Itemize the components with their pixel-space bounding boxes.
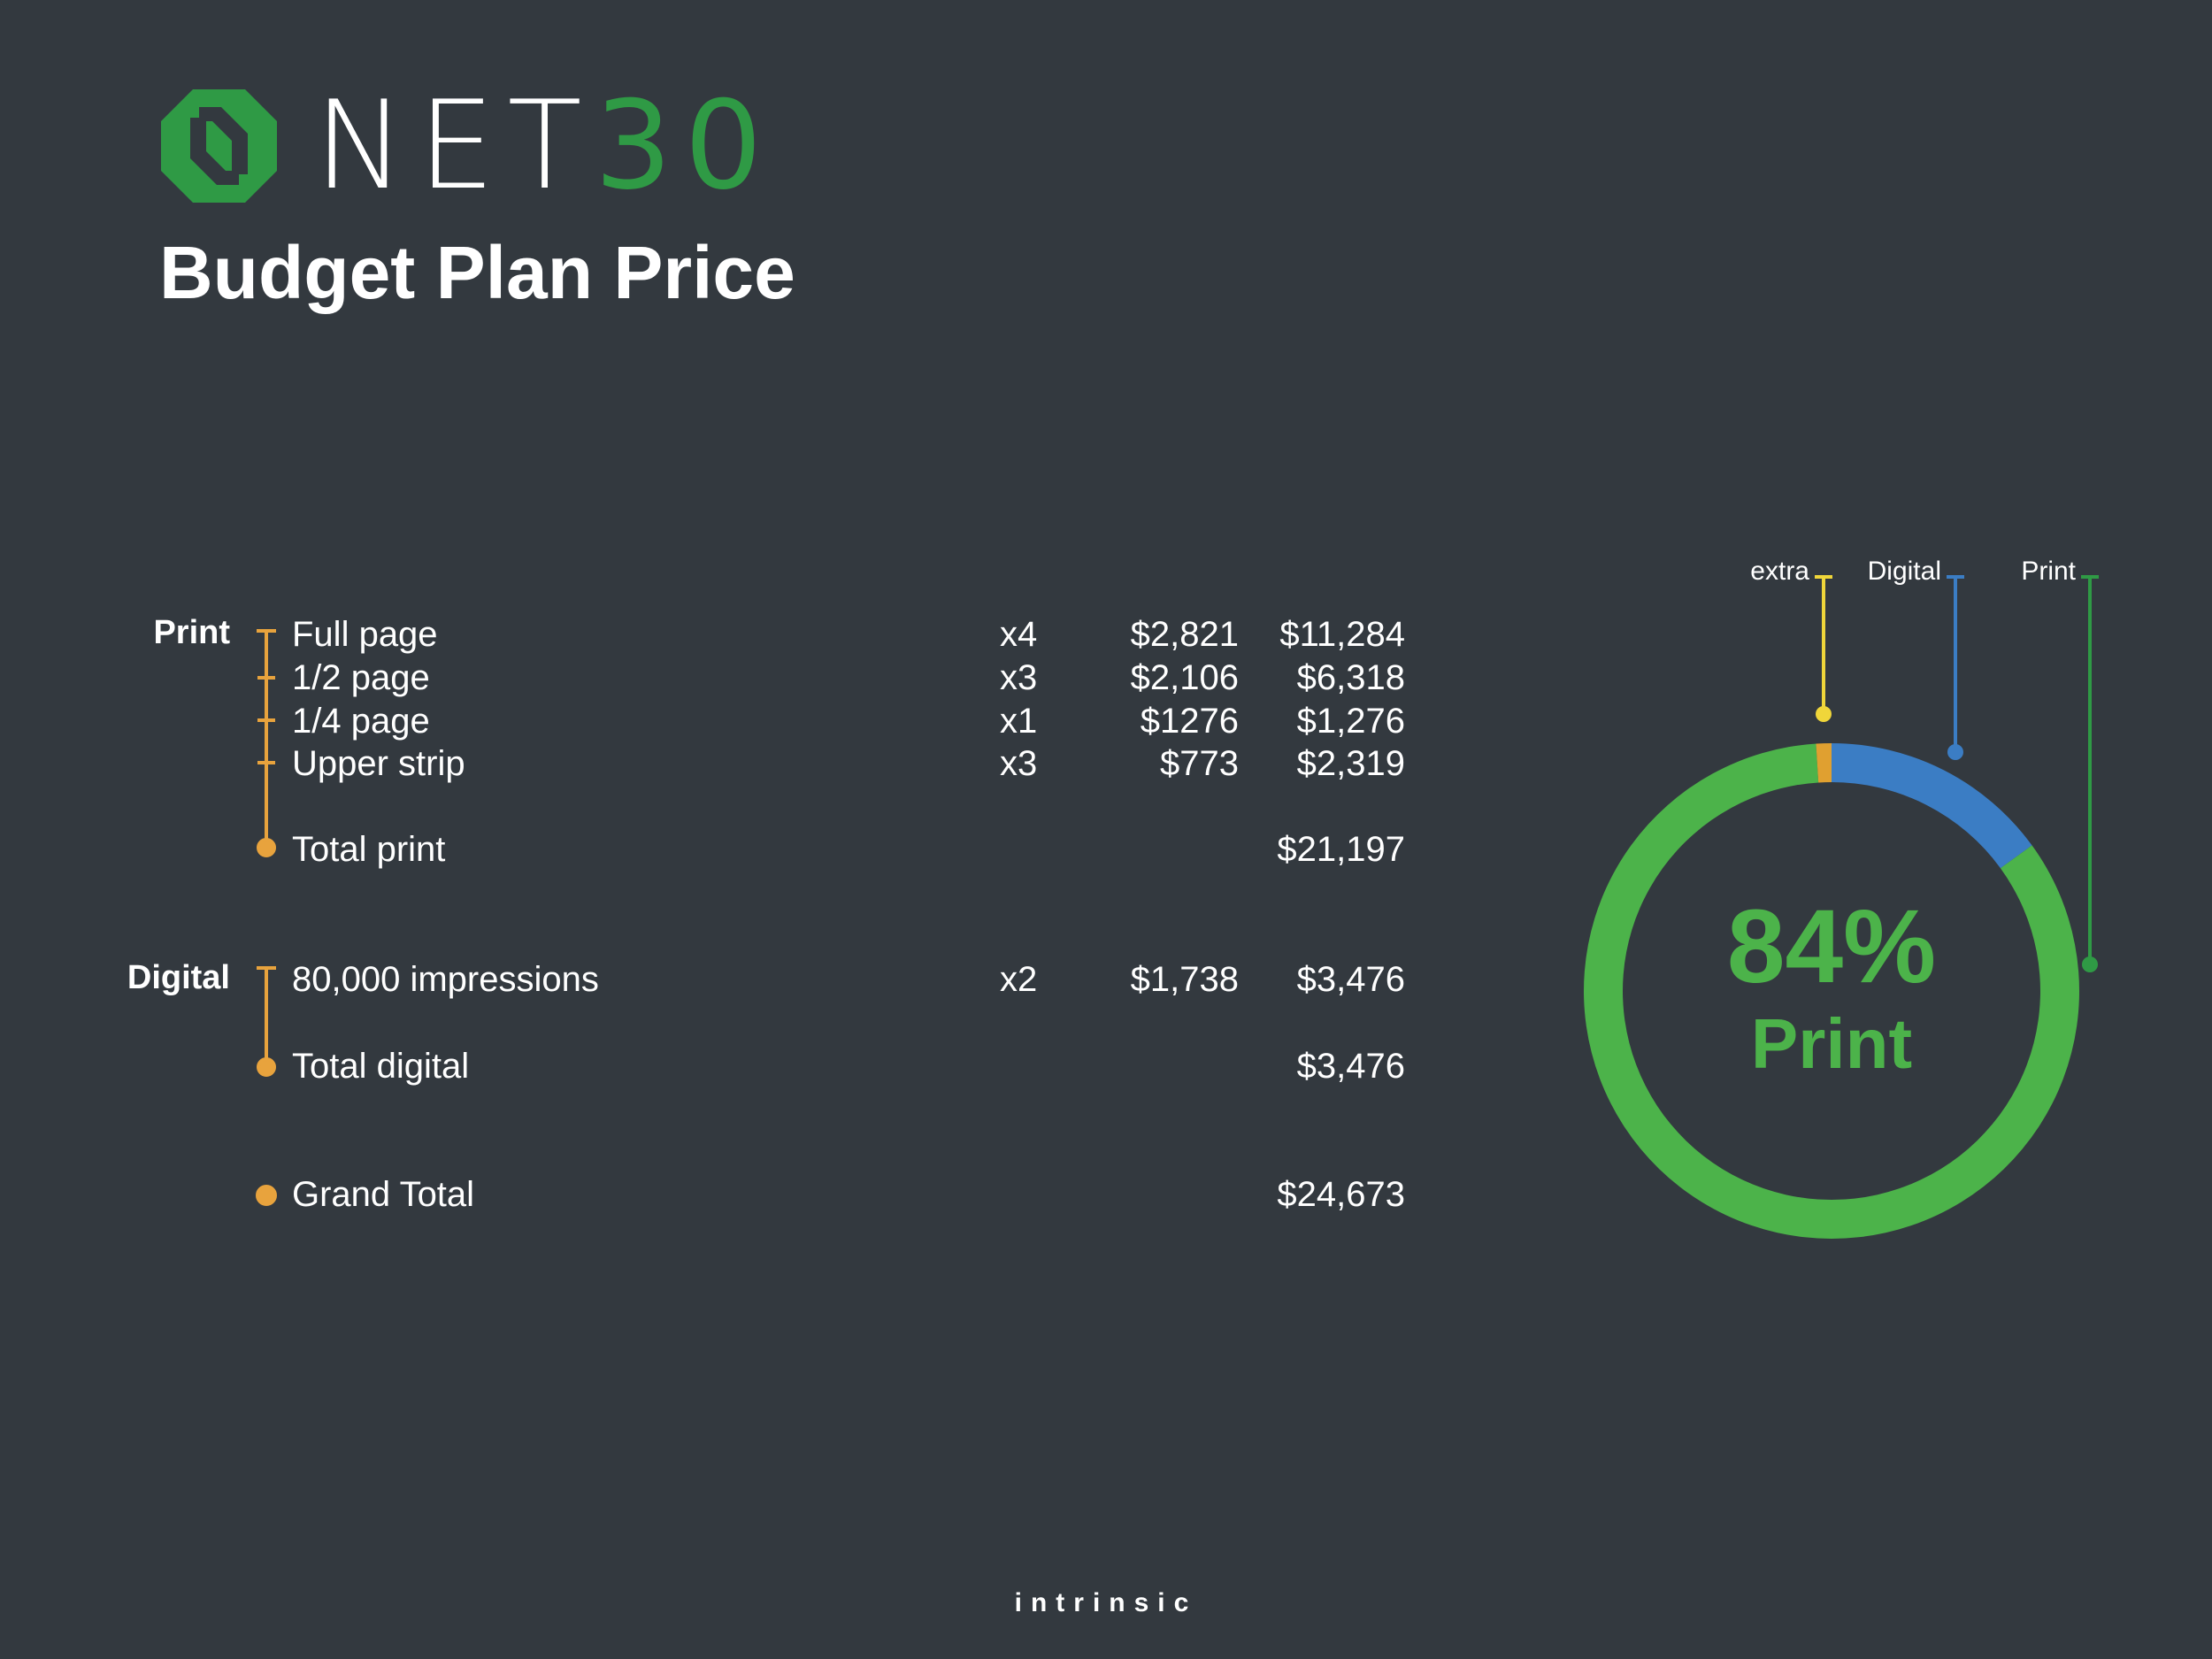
net30-logo-icon — [161, 89, 277, 203]
legend-label-print: Print — [2021, 557, 2076, 586]
chart-center-label: Print — [1750, 1004, 1913, 1083]
legend-dot-extra — [1816, 706, 1832, 722]
grand-total-label: Grand Total — [292, 1175, 475, 1214]
table-row: Full page x4 $2,821 $11,284 — [0, 612, 2212, 657]
row-unit-price: $2,821 — [1130, 615, 1239, 654]
footer-brand: intrinsic — [1014, 1588, 1198, 1617]
grand-total-value: $24,673 — [1277, 1175, 1405, 1214]
table-row-grand-total: Grand Total $24,673 — [0, 1172, 2212, 1217]
chart-center-value: 84% — [1726, 888, 1937, 1005]
table-row: 1/2 page x3 $2,106 $6,318 — [0, 656, 2212, 700]
row-unit-price: $2,106 — [1130, 658, 1239, 697]
table-row-subtotal: Total print $21,197 — [0, 827, 2212, 872]
legend-label-digital: Digital — [1867, 557, 1941, 586]
net30-logo: NET30 — [159, 84, 779, 208]
row-total: $3,476 — [1296, 960, 1405, 999]
row-item: 1/4 page — [292, 702, 430, 741]
row-item: Full page — [292, 615, 438, 654]
legend-label-extra: extra — [1750, 557, 1809, 586]
timeline-dot — [257, 838, 276, 857]
row-total: $2,319 — [1296, 744, 1405, 783]
donut-chart — [1584, 575, 2099, 1240]
legend-dot-digital — [1947, 744, 1963, 760]
row-qty: x2 — [1000, 960, 1038, 999]
row-total: $1,276 — [1296, 702, 1405, 741]
subtotal-value: $21,197 — [1277, 830, 1405, 869]
row-qty: x1 — [1000, 702, 1038, 741]
donut-slice-digital — [1832, 743, 2032, 869]
table-row: 80,000 impressions x2 $1,738 $3,476 — [0, 957, 2212, 1002]
row-item: 1/2 page — [292, 658, 430, 697]
table-row: 1/4 page x1 $1276 $1,276 — [0, 699, 2212, 743]
subtotal-value: $3,476 — [1296, 1047, 1405, 1086]
table-row: Upper strip x3 $773 $2,319 — [0, 741, 2212, 786]
page-title: Budget Plan Price — [159, 231, 795, 314]
row-item: 80,000 impressions — [292, 960, 599, 999]
timeline-dot — [257, 1057, 276, 1077]
subtotal-label: Total digital — [292, 1047, 470, 1086]
row-qty: x3 — [1000, 658, 1038, 697]
logo-text-net: NET — [314, 74, 595, 217]
table-timeline — [256, 629, 277, 1206]
timeline-dot — [256, 1185, 277, 1206]
row-unit-price: $773 — [1160, 744, 1239, 783]
row-unit-price: $1,738 — [1130, 960, 1239, 999]
logo-text-30: 30 — [594, 74, 775, 217]
row-total: $11,284 — [1279, 615, 1405, 654]
row-total: $6,318 — [1296, 658, 1405, 697]
subtotal-label: Total print — [292, 830, 446, 869]
row-qty: x4 — [1000, 615, 1038, 654]
section-label-print: Print — [153, 614, 230, 651]
legend-dot-print — [2082, 956, 2098, 972]
donut-slice-extra — [1816, 743, 1832, 783]
row-unit-price: $1276 — [1140, 702, 1239, 741]
row-qty: x3 — [1000, 744, 1038, 783]
section-label-digital: Digital — [127, 959, 230, 996]
row-item: Upper strip — [292, 744, 465, 783]
table-row-subtotal: Total digital $3,476 — [0, 1044, 2212, 1088]
